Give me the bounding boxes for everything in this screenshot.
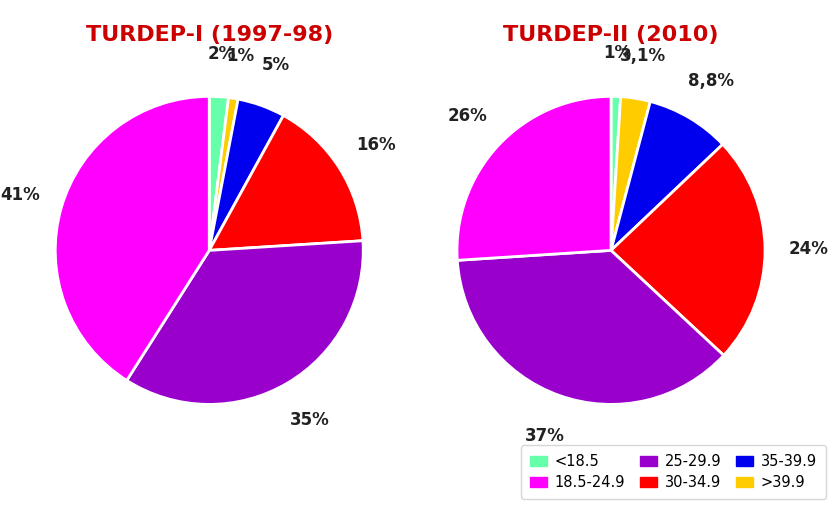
Wedge shape <box>209 99 283 250</box>
Wedge shape <box>209 98 237 250</box>
Wedge shape <box>126 241 363 404</box>
Wedge shape <box>209 115 363 250</box>
Text: 37%: 37% <box>524 427 564 445</box>
Wedge shape <box>610 97 620 250</box>
Text: 16%: 16% <box>355 136 395 154</box>
Text: 3,1%: 3,1% <box>619 47 665 65</box>
Wedge shape <box>456 97 610 260</box>
Wedge shape <box>456 250 723 404</box>
Text: 1%: 1% <box>603 44 630 62</box>
Wedge shape <box>610 102 721 250</box>
Text: 41%: 41% <box>0 187 40 204</box>
Title: TURDEP-II (2010): TURDEP-II (2010) <box>502 25 718 45</box>
Text: 8,8%: 8,8% <box>688 72 733 90</box>
Text: 5%: 5% <box>262 56 290 74</box>
Title: TURDEP-I (1997-98): TURDEP-I (1997-98) <box>85 25 333 45</box>
Wedge shape <box>209 97 228 250</box>
Legend: <18.5, 18.5-24.9, 25-29.9, 30-34.9, 35-39.9, >39.9: <18.5, 18.5-24.9, 25-29.9, 30-34.9, 35-3… <box>521 445 824 499</box>
Text: 35%: 35% <box>289 411 329 429</box>
Text: 2%: 2% <box>207 44 236 63</box>
Wedge shape <box>610 97 650 250</box>
Text: 24%: 24% <box>788 241 827 259</box>
Wedge shape <box>55 97 209 380</box>
Text: 1%: 1% <box>226 47 254 65</box>
Text: 26%: 26% <box>446 107 487 125</box>
Wedge shape <box>610 144 764 355</box>
